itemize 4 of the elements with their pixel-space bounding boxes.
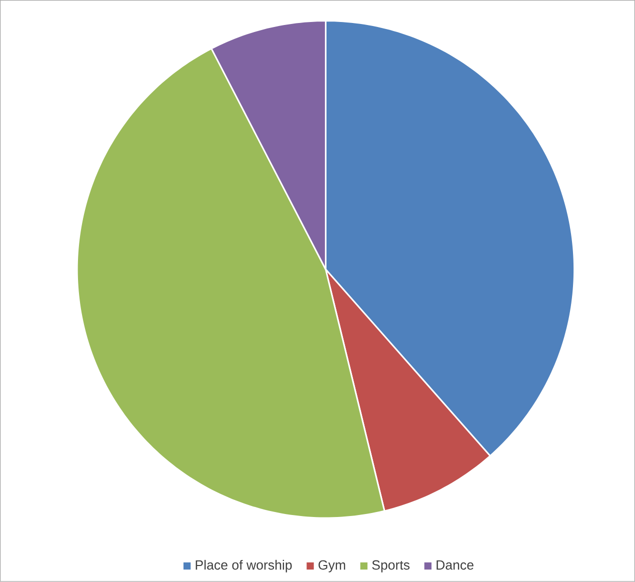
legend-label: Sports	[372, 560, 410, 572]
legend-label: Place of worship	[196, 560, 292, 572]
legend-label: Dance	[436, 560, 474, 570]
legend-label: Gym	[318, 560, 346, 572]
